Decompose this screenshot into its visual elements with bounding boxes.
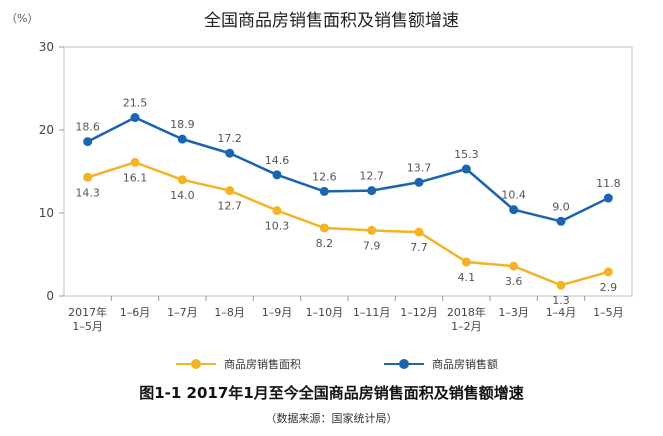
data-point-1 (367, 186, 377, 196)
data-point-1 (509, 205, 519, 215)
data-point-1 (556, 216, 566, 226)
data-point-0 (367, 225, 377, 235)
x-tick-label: 1–7月 (167, 306, 198, 319)
data-point-0 (83, 172, 93, 182)
data-label-1: 9.0 (552, 200, 570, 213)
data-label-0: 16.1 (123, 171, 148, 184)
data-point-0 (272, 206, 282, 216)
x-tick-label: 1–11月 (353, 306, 391, 319)
figure-caption: 图1-1 2017年1月至今全国商品房销售面积及销售额增速 (139, 384, 524, 402)
data-label-0: 10.3 (265, 220, 290, 233)
data-point-1 (603, 193, 613, 203)
y-axis-unit-label: （%） (6, 12, 39, 25)
x-tick-label-line: 2018年 (447, 305, 486, 319)
x-tick-label: 1–10月 (306, 306, 344, 319)
x-tick-label: 2017年 1–5月 (68, 305, 107, 333)
x-tick-label-line: 1–9月 (262, 306, 293, 319)
data-label-0: 12.7 (217, 200, 242, 213)
x-tick-label: 1–9月 (262, 306, 293, 319)
data-label-0: 14.3 (75, 186, 100, 199)
chart-title: 全国商品房销售面积及销售额增速 (204, 11, 459, 31)
y-tick-label: 30 (39, 40, 54, 54)
x-tick-label-line: 1–4月 (546, 306, 577, 319)
x-tick-label: 1–8月 (214, 306, 245, 319)
data-point-0 (414, 227, 424, 237)
data-point-1 (83, 137, 93, 147)
x-tick-label-line: 1–5月 (593, 306, 624, 319)
data-point-0 (556, 280, 566, 290)
x-tick-label-line: 1–11月 (353, 306, 391, 319)
data-label-0: 14.0 (170, 189, 195, 202)
data-label-1: 10.4 (501, 189, 526, 202)
data-label-0: 1.3 (552, 294, 570, 307)
legend-label-sales: 商品房销售额 (432, 358, 498, 371)
data-label-1: 12.6 (312, 170, 337, 183)
x-tick-label-line: 1–12月 (400, 306, 438, 319)
legend-swatch-area (176, 358, 216, 370)
legend-swatch-sales (384, 358, 424, 370)
data-point-1 (414, 177, 424, 187)
data-label-1: 21.5 (123, 97, 148, 110)
x-tick-label: 1–6月 (120, 306, 151, 319)
data-point-1 (319, 186, 329, 196)
x-tick-label: 1–12月 (400, 306, 438, 319)
data-label-1: 13.7 (407, 161, 432, 174)
x-tick-label-line: 2017年 (68, 305, 107, 319)
legend-item-area: 商品房销售面积 (176, 356, 301, 372)
data-label-1: 18.9 (170, 118, 195, 131)
chart-legend: 商品房销售面积 商品房销售额 (0, 356, 663, 376)
data-label-0: 7.7 (410, 241, 428, 254)
legend-dot-sales (399, 359, 409, 369)
series-line-0 (87, 161, 609, 287)
data-point-0 (461, 257, 471, 267)
legend-label-area: 商品房销售面积 (224, 358, 301, 371)
legend-dot-area (191, 359, 201, 369)
data-label-1: 11.8 (596, 177, 621, 190)
data-label-1: 14.6 (265, 154, 290, 167)
x-tick-label-line: 1–2月 (451, 320, 482, 333)
data-label-1: 18.6 (75, 121, 100, 134)
data-label-0: 8.2 (316, 237, 334, 250)
x-tick-label-line: 1–10月 (306, 306, 344, 319)
source-note: （数据来源：国家统计局） (265, 412, 398, 425)
data-point-0 (509, 261, 519, 271)
data-point-0 (225, 186, 235, 196)
data-point-0 (603, 267, 613, 277)
x-tick-label-line: 1–3月 (498, 306, 529, 319)
data-point-0 (177, 175, 187, 185)
x-tick-label-line: 1–6月 (120, 306, 151, 319)
data-label-0: 7.9 (363, 239, 381, 252)
data-point-1 (130, 113, 140, 123)
x-tick-label: 2018年 1–2月 (447, 305, 486, 333)
data-point-0 (319, 223, 329, 233)
y-tick-label: 10 (39, 206, 54, 220)
plot-frame (63, 46, 633, 297)
data-label-1: 17.2 (217, 132, 242, 145)
data-point-1 (272, 170, 282, 180)
data-point-1 (177, 134, 187, 144)
data-point-1 (225, 148, 235, 158)
x-tick-label: 1–4月 (546, 306, 577, 319)
legend-item-sales: 商品房销售额 (384, 356, 498, 372)
data-label-0: 2.9 (600, 281, 618, 294)
data-point-0 (130, 157, 140, 167)
y-tick-label: 20 (39, 123, 54, 137)
data-label-0: 4.1 (458, 271, 476, 284)
data-point-1 (461, 164, 471, 174)
x-tick-label: 1–5月 (593, 306, 624, 319)
series-line-1 (87, 116, 609, 223)
x-tick-label-line: 1–8月 (214, 306, 245, 319)
y-tick-label: 0 (46, 289, 54, 303)
x-tick-label-line: 1–5月 (72, 320, 103, 333)
data-label-0: 3.6 (505, 275, 523, 288)
data-label-1: 15.3 (454, 148, 479, 161)
x-tick-label: 1–3月 (498, 306, 529, 319)
data-label-1: 12.7 (359, 170, 384, 183)
x-tick-label-line: 1–7月 (167, 306, 198, 319)
